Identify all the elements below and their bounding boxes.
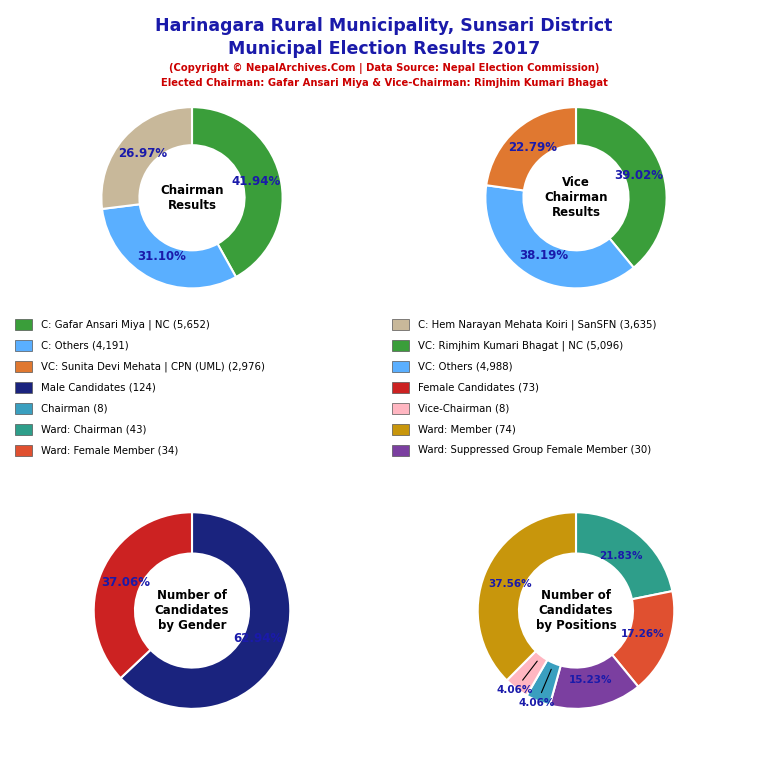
Wedge shape — [485, 185, 634, 288]
Text: C: Gafar Ansari Miya | NC (5,652): C: Gafar Ansari Miya | NC (5,652) — [41, 319, 210, 329]
Wedge shape — [478, 512, 576, 680]
Text: VC: Others (4,988): VC: Others (4,988) — [418, 362, 512, 372]
Text: Number of
Candidates
by Positions: Number of Candidates by Positions — [535, 589, 617, 632]
Text: 22.79%: 22.79% — [508, 141, 557, 154]
Wedge shape — [94, 512, 192, 678]
Text: Harinagara Rural Municipality, Sunsari District: Harinagara Rural Municipality, Sunsari D… — [155, 17, 613, 35]
FancyBboxPatch shape — [15, 424, 32, 435]
FancyBboxPatch shape — [15, 402, 32, 414]
Wedge shape — [527, 660, 561, 705]
Text: 37.06%: 37.06% — [101, 576, 151, 589]
Text: 15.23%: 15.23% — [569, 675, 612, 685]
FancyBboxPatch shape — [15, 382, 32, 393]
Text: 62.94%: 62.94% — [233, 632, 283, 645]
Text: (Copyright © NepalArchives.Com | Data Source: Nepal Election Commission): (Copyright © NepalArchives.Com | Data So… — [169, 63, 599, 74]
FancyBboxPatch shape — [15, 339, 32, 351]
Text: Elected Chairman: Gafar Ansari Miya & Vice-Chairman: Rimjhim Kumari Bhagat: Elected Chairman: Gafar Ansari Miya & Vi… — [161, 78, 607, 88]
FancyBboxPatch shape — [392, 402, 409, 414]
Text: C: Others (4,191): C: Others (4,191) — [41, 340, 129, 350]
FancyBboxPatch shape — [15, 445, 32, 456]
Text: Vice-Chairman (8): Vice-Chairman (8) — [418, 403, 509, 413]
FancyBboxPatch shape — [15, 361, 32, 372]
Wedge shape — [550, 654, 638, 709]
Text: 37.56%: 37.56% — [488, 578, 532, 588]
Text: Ward: Female Member (34): Ward: Female Member (34) — [41, 445, 179, 455]
Text: Chairman
Results: Chairman Results — [161, 184, 223, 212]
Text: 4.06%: 4.06% — [497, 661, 538, 695]
Text: Municipal Election Results 2017: Municipal Election Results 2017 — [228, 40, 540, 58]
Wedge shape — [102, 204, 236, 288]
Wedge shape — [576, 107, 667, 268]
Text: 39.02%: 39.02% — [614, 169, 663, 182]
Wedge shape — [121, 512, 290, 709]
Text: Ward: Member (74): Ward: Member (74) — [418, 425, 515, 435]
Text: Vice
Chairman
Results: Vice Chairman Results — [545, 177, 607, 219]
Text: 31.10%: 31.10% — [137, 250, 187, 263]
Text: Male Candidates (124): Male Candidates (124) — [41, 382, 157, 392]
FancyBboxPatch shape — [392, 361, 409, 372]
Text: 4.06%: 4.06% — [519, 669, 555, 708]
Wedge shape — [101, 107, 192, 209]
Text: 17.26%: 17.26% — [621, 629, 664, 640]
Text: 21.83%: 21.83% — [599, 551, 643, 561]
Text: 41.94%: 41.94% — [231, 174, 280, 187]
Text: Number of
Candidates
by Gender: Number of Candidates by Gender — [154, 589, 230, 632]
FancyBboxPatch shape — [392, 319, 409, 330]
FancyBboxPatch shape — [392, 339, 409, 351]
Text: C: Hem Narayan Mehata Koiri | SanSFN (3,635): C: Hem Narayan Mehata Koiri | SanSFN (3,… — [418, 319, 657, 329]
Wedge shape — [486, 107, 576, 190]
Wedge shape — [576, 512, 672, 599]
FancyBboxPatch shape — [392, 445, 409, 456]
Text: Female Candidates (73): Female Candidates (73) — [418, 382, 539, 392]
Wedge shape — [192, 107, 283, 277]
FancyBboxPatch shape — [15, 319, 32, 330]
Text: 38.19%: 38.19% — [519, 249, 568, 262]
Wedge shape — [507, 651, 548, 696]
FancyBboxPatch shape — [392, 424, 409, 435]
Text: VC: Sunita Devi Mehata | CPN (UML) (2,976): VC: Sunita Devi Mehata | CPN (UML) (2,97… — [41, 361, 266, 372]
Text: Ward: Suppressed Group Female Member (30): Ward: Suppressed Group Female Member (30… — [418, 445, 651, 455]
Wedge shape — [612, 591, 674, 687]
Text: Ward: Chairman (43): Ward: Chairman (43) — [41, 425, 147, 435]
Text: Chairman (8): Chairman (8) — [41, 403, 108, 413]
Text: VC: Rimjhim Kumari Bhagat | NC (5,096): VC: Rimjhim Kumari Bhagat | NC (5,096) — [418, 340, 623, 351]
FancyBboxPatch shape — [392, 382, 409, 393]
Text: 26.97%: 26.97% — [118, 147, 167, 161]
